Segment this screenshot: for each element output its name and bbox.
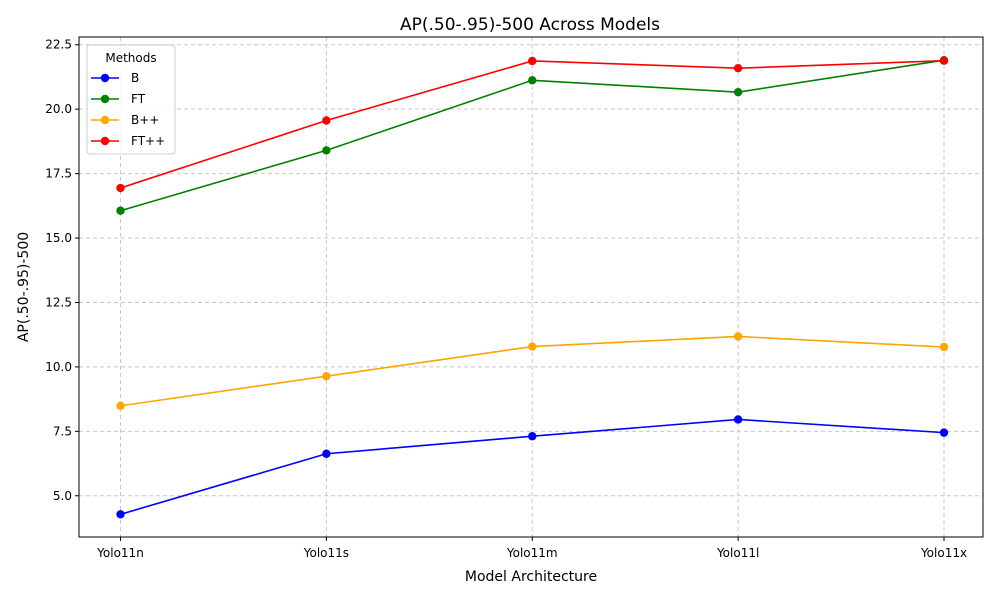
y-tick-label: 12.5	[45, 295, 72, 309]
y-tick-label: 20.0	[45, 102, 72, 116]
legend-box	[86, 44, 176, 155]
data-point	[528, 342, 537, 351]
series-ftplusplus	[116, 56, 949, 193]
legend-entry: FT++	[91, 134, 165, 148]
y-tick-label: 7.5	[53, 424, 72, 438]
x-tick-label: Yolo11m	[506, 546, 558, 560]
data-point	[939, 342, 949, 352]
x-axis-title: Model Architecture	[465, 569, 597, 585]
y-tick-label: 10.0	[45, 360, 72, 374]
data-point	[322, 449, 331, 458]
data-point	[322, 116, 331, 125]
legend-entry: FT	[91, 92, 146, 106]
series-bplusplus	[116, 332, 949, 411]
data-point	[733, 87, 743, 97]
legend-marker	[100, 115, 110, 125]
data-point	[528, 56, 537, 66]
legend-marker	[100, 73, 110, 83]
legend-entry: B++	[91, 113, 159, 127]
data-point	[733, 63, 743, 73]
x-tick-label: Yolo11s	[303, 546, 349, 560]
data-point	[116, 206, 125, 215]
legend-marker	[100, 136, 110, 146]
x-axis: Yolo11n Yolo11s Yolo11m Yolo11l Yolo11x	[96, 537, 967, 560]
legend-label: B++	[131, 113, 159, 127]
data-point	[733, 332, 743, 341]
data-point	[116, 183, 125, 193]
y-tick-label: 22.5	[45, 38, 72, 52]
x-tick-label: Yolo11n	[96, 546, 144, 560]
x-tick-label: Yolo11l	[716, 546, 759, 560]
legend-marker	[100, 94, 110, 104]
y-axis-title: AP(.50-.95)-500	[16, 232, 32, 342]
chart-title: AP(.50-.95)-500 Across Models	[400, 15, 660, 35]
data-point	[322, 371, 331, 381]
x-tick-label: Yolo11x	[920, 546, 967, 560]
data-point	[116, 510, 125, 519]
data-point	[939, 428, 949, 437]
data-point	[528, 432, 537, 441]
data-point	[116, 401, 125, 411]
y-tick-label: 17.5	[45, 167, 72, 181]
y-tick-label: 5.0	[53, 489, 72, 503]
legend-label: FT++	[131, 134, 165, 148]
y-axis: 5.0 7.5 10.0 12.5 15.0 17.5 20.0 22.5	[45, 38, 79, 503]
y-tick-label: 15.0	[45, 231, 72, 245]
legend-label: FT	[131, 92, 146, 106]
data-point	[733, 415, 743, 424]
data-point	[528, 76, 537, 85]
grid-layer	[79, 37, 983, 537]
legend-label: B	[131, 71, 139, 85]
legend-title: Methods	[105, 51, 156, 65]
series-layer	[116, 55, 949, 519]
legend: Methods B FT B++ FT++	[86, 44, 176, 155]
data-point	[322, 146, 331, 155]
plot-frame	[78, 36, 984, 538]
legend-entry: B	[91, 71, 139, 85]
series-b	[116, 415, 949, 519]
data-point	[939, 56, 949, 65]
